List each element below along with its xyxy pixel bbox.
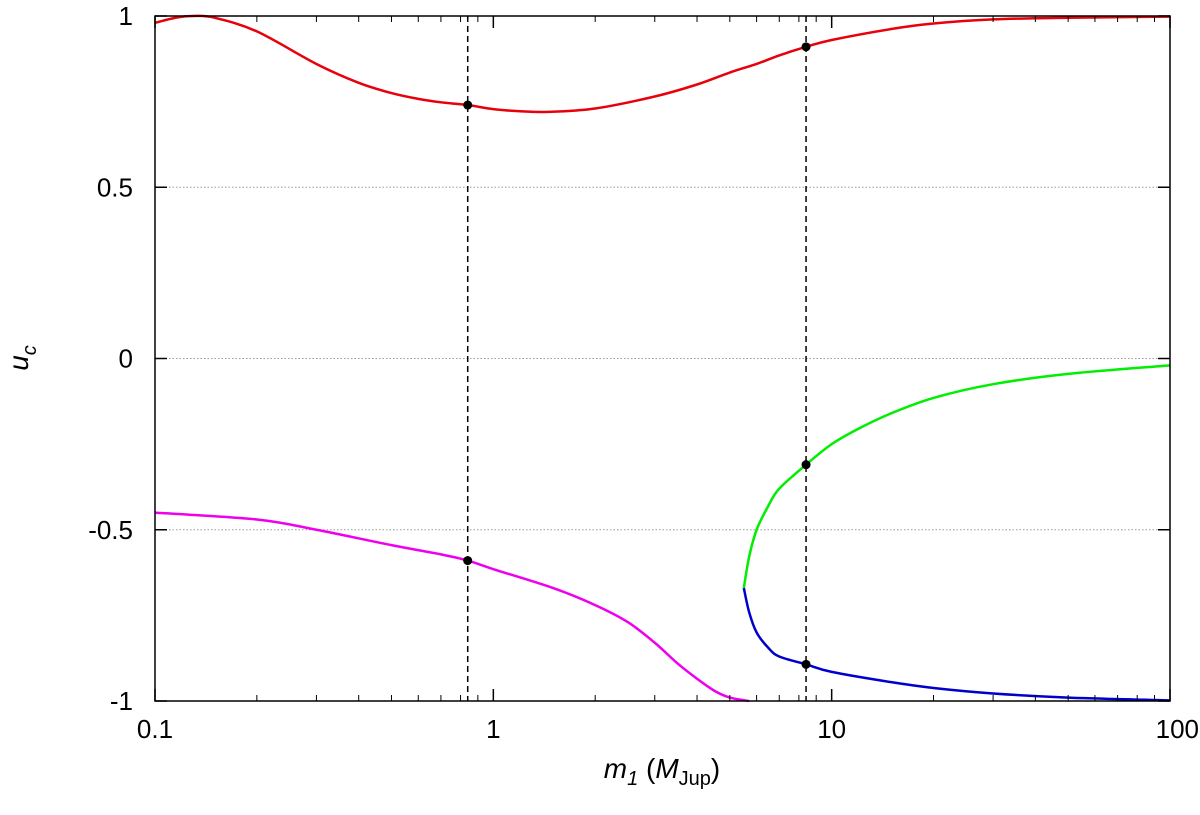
y-axis-var: u: [3, 355, 34, 371]
x-axis-var-sub: 1: [627, 768, 638, 790]
blue-curve: [742, 587, 1171, 702]
x-axis-close: ): [711, 753, 720, 784]
y-tick-label: -1: [110, 686, 133, 716]
x-axis-unit: M: [655, 753, 679, 784]
x-tick-label: 0.1: [137, 714, 173, 744]
y-tick-label: 0: [119, 344, 133, 374]
y-axis-title: uc: [3, 345, 41, 371]
y-tick-label: -0.5: [88, 515, 133, 545]
tick-labels: 0.1 1 10 100 -1 -0.5 0 0.5 1: [88, 1, 1199, 744]
y-axis-sub: c: [19, 345, 41, 355]
data-marker: [463, 100, 473, 110]
series-lines: [154, 14, 1171, 703]
data-marker: [801, 42, 811, 52]
x-tick-label: 10: [817, 714, 846, 744]
x-axis-title: m1 (MJup): [604, 753, 720, 790]
data-marker: [801, 659, 811, 669]
x-axis-unit-sub: Jup: [679, 768, 711, 790]
grid-lines: [155, 186, 1170, 531]
data-marker: [463, 556, 473, 566]
x-axis-open: (: [638, 753, 656, 784]
y-tick-label: 0.5: [97, 172, 133, 202]
data-marker: [801, 460, 811, 470]
markers: [463, 42, 811, 669]
x-tick-label: 100: [1156, 714, 1199, 744]
magenta-curve: [154, 511, 750, 703]
green-curve: [742, 364, 1171, 589]
red-curve: [154, 14, 1171, 114]
x-axis-var: m: [604, 753, 627, 784]
axis-ticks: [154, 15, 1171, 702]
reference-lines: [466, 16, 807, 701]
y-tick-label: 1: [119, 1, 133, 31]
x-tick-label: 1: [486, 714, 500, 744]
